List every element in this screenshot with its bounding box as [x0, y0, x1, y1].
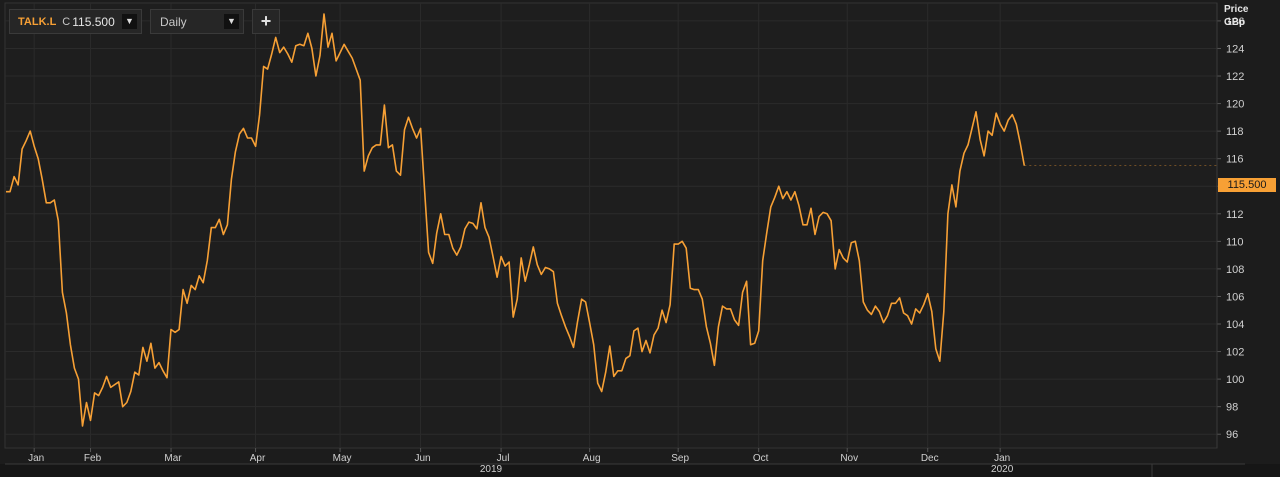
period-selector[interactable]: Daily ▼	[150, 9, 244, 34]
x-tick-label: May	[333, 453, 352, 464]
x-tick-label: Oct	[753, 453, 769, 464]
axis-title-unit: GBp	[1224, 17, 1246, 28]
add-button[interactable]: +	[252, 9, 280, 34]
y-tick-label: 102	[1226, 347, 1244, 359]
y-tick-label: 98	[1226, 402, 1238, 414]
chevron-down-icon[interactable]: ▼	[224, 14, 239, 29]
y-tick-label: 118	[1226, 126, 1244, 138]
x-tick-label: Sep	[671, 453, 689, 464]
y-tick-label: 110	[1226, 236, 1244, 248]
period-value: Daily	[160, 14, 187, 29]
x-tick-label: Nov	[840, 453, 858, 464]
y-tick-label: 96	[1226, 429, 1238, 441]
year-label: 2019	[480, 464, 503, 475]
y-tick-label: 104	[1226, 319, 1244, 331]
close-value: 115.500	[72, 14, 115, 29]
x-tick-label: Jul	[497, 453, 510, 464]
y-tick-label: 122	[1226, 71, 1244, 83]
x-axis-bar	[0, 464, 1280, 477]
x-tick-label: Jun	[415, 453, 431, 464]
price-series-line	[6, 13, 1026, 427]
y-tick-label: 124	[1226, 43, 1244, 55]
y-tick-label: 108	[1226, 264, 1244, 276]
y-tick-label: 100	[1226, 374, 1244, 386]
symbol-ticker: TALK.L	[18, 15, 57, 28]
y-tick-label: 116	[1226, 154, 1244, 166]
x-tick-label: Mar	[164, 453, 182, 464]
axis-title-price: Price	[1224, 4, 1249, 15]
x-tick-label: Apr	[250, 453, 266, 464]
y-tick-label: 106	[1226, 291, 1244, 303]
x-tick-label: Jan	[994, 453, 1010, 464]
x-tick-label: Feb	[84, 453, 102, 464]
x-tick-label: Dec	[921, 453, 939, 464]
plot-area	[4, 2, 1218, 449]
x-tick-label: Aug	[583, 453, 601, 464]
y-tick-label: 112	[1226, 209, 1244, 221]
last-price-tag: 115.500	[1218, 178, 1276, 192]
year-label: 2020	[991, 464, 1014, 475]
toolbar: TALK.L C 115.500 ▼ Daily ▼ +	[9, 9, 280, 34]
symbol-selector[interactable]: TALK.L C 115.500 ▼	[9, 9, 142, 34]
y-tick-label: 120	[1226, 99, 1244, 111]
chevron-down-icon[interactable]: ▼	[122, 14, 137, 29]
y-tick-label: 126	[1226, 16, 1244, 28]
x-tick-label: Jan	[28, 453, 44, 464]
close-label: C	[62, 15, 71, 28]
